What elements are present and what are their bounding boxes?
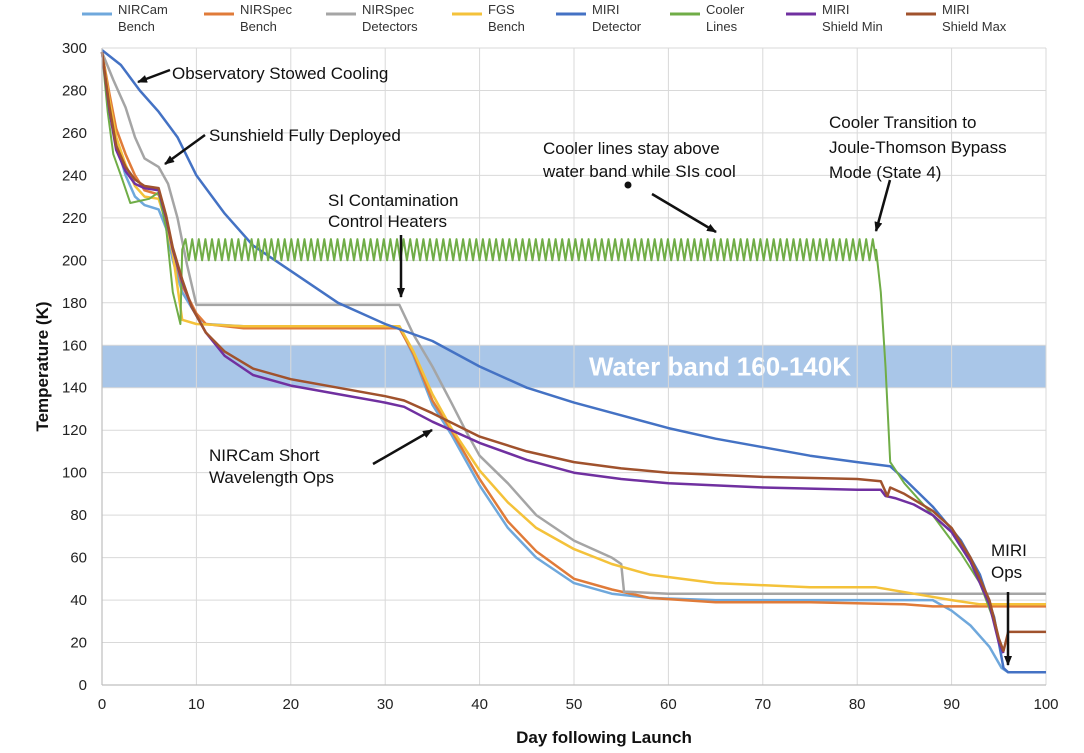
x-tick-label: 0 — [98, 696, 106, 713]
y-tick-label: 300 — [62, 40, 87, 57]
annotation: Cooler lines stay above water band while … — [542, 139, 736, 234]
y-tick-label: 260 — [62, 125, 87, 142]
series-line-fgs-bench — [100, 52, 1046, 606]
legend-item-miri-shield-max: MIRI Shield Max — [906, 2, 1007, 34]
legend-item-miri-shield-min: MIRI Shield Min — [786, 2, 883, 34]
annotation-text: Observatory Stowed Cooling — [172, 64, 388, 83]
annotation-arrow — [164, 133, 206, 166]
y-tick-label: 0 — [79, 677, 87, 694]
legend-label: Bench — [118, 19, 155, 34]
x-tick-label: 20 — [282, 696, 299, 713]
annotation: NIRCam Short Wavelength Ops — [209, 428, 433, 487]
annotation-arrow — [372, 428, 433, 466]
annotation-text: Mode (State 4) — [829, 163, 941, 182]
legend-label: Shield Max — [942, 19, 1007, 34]
legend-label: NIRCam — [118, 2, 168, 17]
legend-label: Lines — [706, 19, 738, 34]
x-tick-label: 70 — [754, 696, 771, 713]
legend-item-nirspec-bench: NIRSpec Bench — [204, 2, 293, 34]
x-tick-label: 100 — [1033, 696, 1058, 713]
y-tick-label: 20 — [70, 635, 87, 652]
annotation: Sunshield Fully Deployed — [164, 126, 401, 166]
annotation-arrow — [137, 68, 171, 84]
legend-label: MIRI — [822, 2, 849, 17]
annotation-text: Joule-Thomson Bypass — [829, 138, 1007, 157]
x-axis-title: Day following Launch — [516, 728, 692, 747]
legend-item-miri-detector: MIRI Detector — [556, 2, 642, 34]
y-tick-label: 80 — [70, 507, 87, 524]
y-tick-label: 140 — [62, 380, 87, 397]
y-tick-label: 40 — [70, 592, 87, 609]
legend-label: Bench — [240, 19, 277, 34]
x-tick-label: 60 — [660, 696, 677, 713]
x-tick-label: 10 — [188, 696, 205, 713]
y-tick-label: 240 — [62, 167, 87, 184]
legend-item-nirspec-detectors: NIRSpec Detectors — [326, 2, 418, 34]
x-tick-label: 50 — [566, 696, 583, 713]
y-tick-label: 220 — [62, 210, 87, 227]
annotation: SI Contamination Control Heaters — [328, 191, 458, 298]
annotation: Observatory Stowed Cooling — [137, 64, 388, 84]
annotation-text: NIRCam Short — [209, 446, 320, 465]
annotation-arrow — [651, 192, 717, 234]
annotation-text: Cooler Transition to — [829, 113, 976, 132]
legend-item-fgs-bench: FGS Bench — [452, 2, 525, 34]
y-tick-label: 100 — [62, 465, 87, 482]
legend-label: Detector — [592, 19, 642, 34]
annotations: Observatory Stowed Cooling Sunshield Full… — [137, 64, 1027, 666]
annotation-text: Sunshield Fully Deployed — [209, 126, 401, 145]
legend-label: MIRI — [942, 2, 969, 17]
legend-label: Detectors — [362, 19, 418, 34]
legend-label: MIRI — [592, 2, 619, 17]
annotation-text: Ops — [991, 563, 1022, 582]
y-tick-label: 60 — [70, 550, 87, 567]
annotation-arrow — [874, 179, 892, 232]
legend-label: FGS — [488, 2, 515, 17]
legend: NIRCam Bench NIRSpec Bench NIRSpec Detectors F… — [82, 2, 1007, 34]
y-tick-label: 120 — [62, 422, 87, 439]
annotation-text: SI Contamination — [328, 191, 458, 210]
annotation-text: Wavelength Ops — [209, 468, 334, 487]
y-tick-label: 160 — [62, 337, 87, 354]
legend-label: NIRSpec — [362, 2, 415, 17]
axes: 0 10 20 30 40 50 60 70 80 90 100 0 20 40 60 80 100 120 140… — [33, 40, 1059, 747]
annotation-text: Control Heaters — [328, 212, 447, 231]
legend-item-cooler-lines: Cooler Lines — [670, 2, 745, 34]
y-tick-label: 200 — [62, 252, 87, 269]
annotation: MIRI Ops — [991, 541, 1027, 666]
water-band-label: Water band 160-140K — [589, 352, 851, 382]
series-line-miri-shield-min — [100, 52, 1005, 654]
legend-label: Bench — [488, 19, 525, 34]
annotation-text: MIRI — [991, 541, 1027, 560]
legend-label: Shield Min — [822, 19, 883, 34]
annotation: Cooler Transition to Joule-Thomson Bypass… — [829, 113, 1007, 232]
series-line-miri-shield-max — [100, 52, 1046, 653]
x-tick-label: 90 — [943, 696, 960, 713]
legend-item-nircam-bench: NIRCam Bench — [82, 2, 168, 34]
series-lines — [100, 49, 1046, 674]
series-line-cooler-lines — [101, 52, 1000, 639]
legend-label: NIRSpec — [240, 2, 293, 17]
x-tick-label: 40 — [471, 696, 488, 713]
y-axis-title: Temperature (K) — [33, 301, 52, 431]
y-tick-label: 180 — [62, 295, 87, 312]
y-tick-label: 280 — [62, 82, 87, 99]
x-tick-label: 30 — [377, 696, 394, 713]
x-tick-label: 80 — [849, 696, 866, 713]
annotation-text: Cooler lines stay above — [543, 139, 720, 158]
legend-label: Cooler — [706, 2, 745, 17]
annotation-dot — [624, 181, 632, 189]
annotation-text: water band while SIs cool — [542, 162, 736, 181]
